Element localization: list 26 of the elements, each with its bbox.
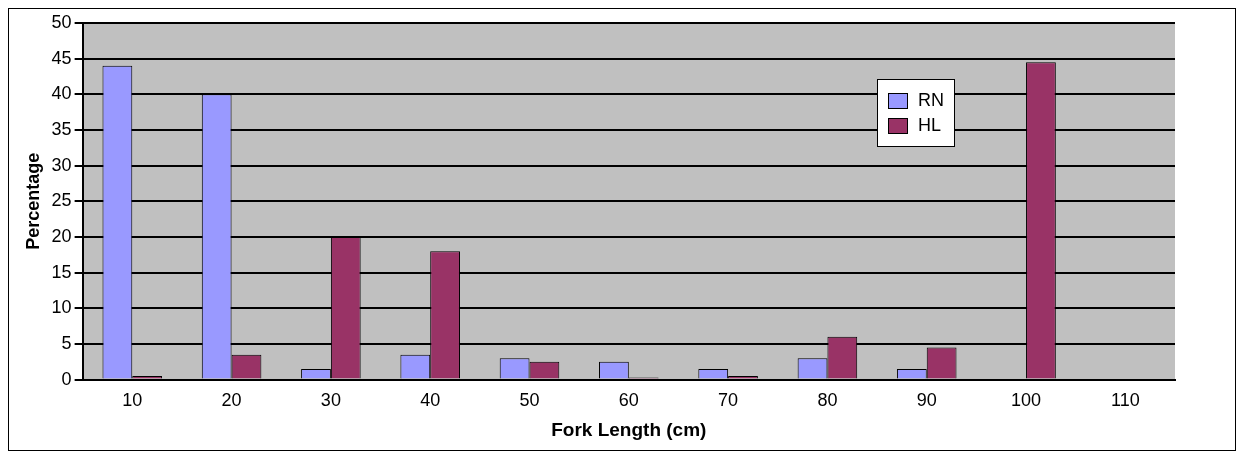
y-tick-label: 35 <box>51 118 72 139</box>
x-tick-label: 90 <box>916 390 937 411</box>
x-tick-label: 70 <box>718 390 739 411</box>
x-tick-label: 110 <box>1110 390 1140 411</box>
x-tick-label: 10 <box>122 390 143 411</box>
y-tick-label: 50 <box>51 11 72 32</box>
y-tick-label: 30 <box>51 154 72 175</box>
x-tick-label: 60 <box>618 390 639 411</box>
x-tick-label: 30 <box>320 390 341 411</box>
y-tick-label: 20 <box>51 225 72 246</box>
x-tick-label: 100 <box>1011 390 1042 411</box>
y-tick-label: 5 <box>61 332 72 353</box>
x-tick-label: 80 <box>817 390 838 411</box>
legend-label: HL <box>918 115 942 136</box>
y-tick-label: 40 <box>51 83 72 104</box>
y-tick-label: 45 <box>51 47 72 68</box>
y-tick-label: 25 <box>51 190 72 211</box>
y-axis-title: Percentage <box>22 152 43 250</box>
legend-label: RN <box>918 90 944 111</box>
x-tick-label: 40 <box>420 390 441 411</box>
y-tick-label: 0 <box>61 368 72 389</box>
x-tick-label: 50 <box>519 390 540 411</box>
x-tick-label: 20 <box>221 390 242 411</box>
x-axis-title: Fork Length (cm) <box>551 418 707 440</box>
y-tick-label: 15 <box>51 261 72 282</box>
y-tick-label: 10 <box>51 297 72 318</box>
